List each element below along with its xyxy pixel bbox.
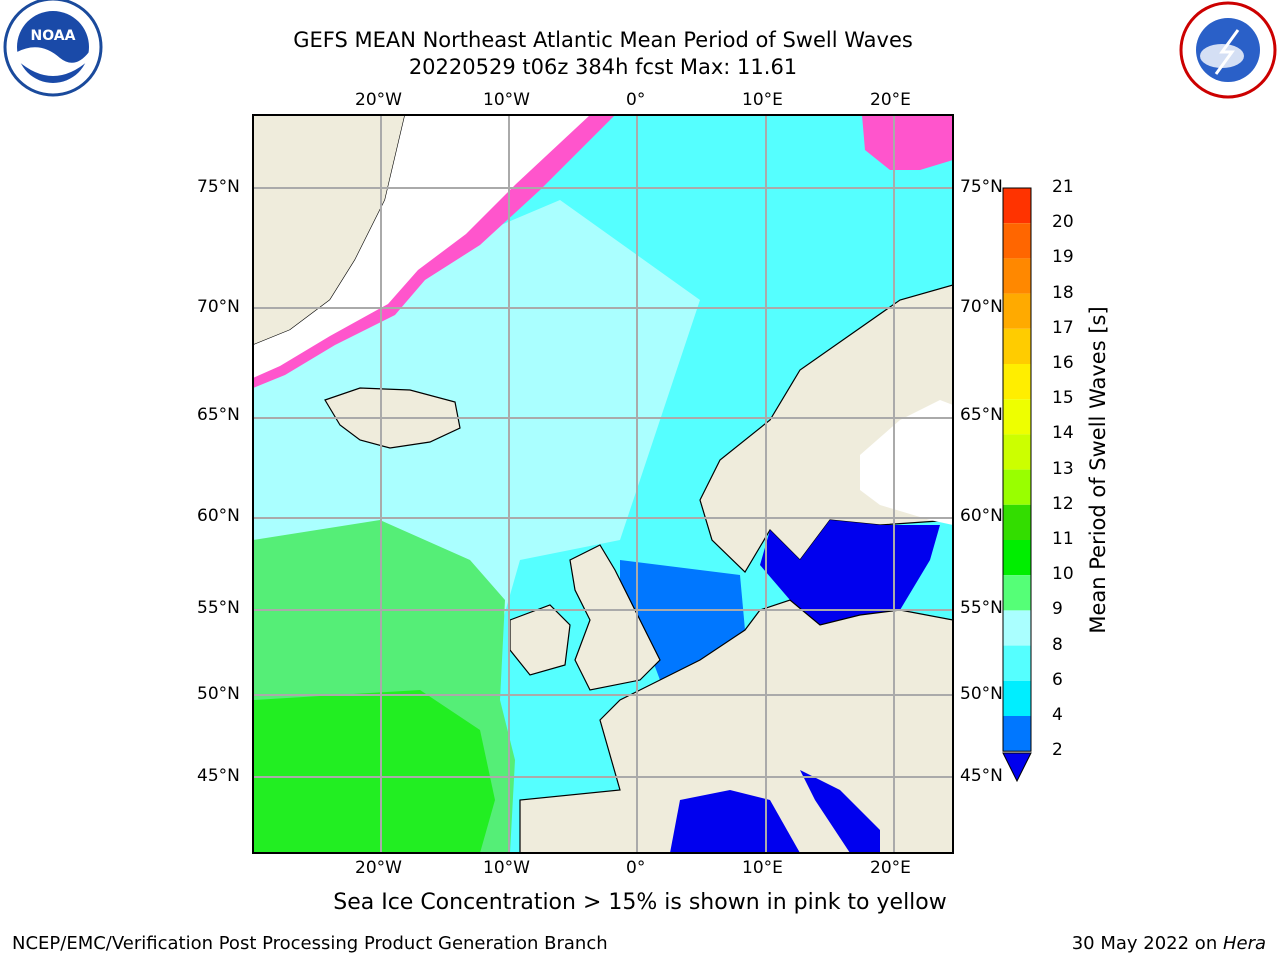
colorbar-tick-label: 4 — [1052, 705, 1063, 725]
colorbar-tick-label: 21 — [1052, 177, 1074, 197]
lat-label-right: 75°N — [960, 177, 1003, 197]
colorbar-box — [1003, 258, 1031, 294]
colorbar-box — [1003, 223, 1031, 259]
colorbar-tick-label: 14 — [1052, 423, 1074, 444]
colorbar-box — [1003, 645, 1031, 681]
lat-label-left: 55°N — [197, 598, 240, 618]
lon-label-top: 10°W — [483, 90, 530, 110]
sea-ice-svalbard — [862, 115, 953, 170]
svg-text:NOAA: NOAA — [31, 28, 76, 44]
lon-label-bottom: 20°W — [355, 858, 402, 878]
colorbar-label: Mean Period of Swell Waves [s] — [1086, 306, 1110, 634]
colorbar-tick-label: 9 — [1052, 599, 1063, 620]
lat-label-right: 55°N — [960, 598, 1003, 618]
sea-ice-footnote: Sea Ice Concentration > 15% is shown in … — [0, 890, 1280, 915]
colorbar-box — [1003, 610, 1031, 646]
nws-logo — [1179, 1, 1277, 99]
colorbar-box — [1003, 540, 1031, 576]
lat-label-right: 70°N — [960, 297, 1003, 317]
lon-label-bottom: 10°W — [483, 858, 530, 878]
lat-label-left: 50°N — [197, 684, 240, 704]
date-label: 30 May 2022 on — [1071, 933, 1223, 954]
colorbar-box — [1003, 188, 1031, 224]
lon-label-bottom: 0° — [626, 858, 646, 878]
no-data-area — [253, 115, 590, 380]
lon-label-top: 10°E — [742, 90, 783, 110]
map-panel — [252, 114, 954, 854]
colorbar-border — [1002, 187, 1032, 752]
lat-label-left: 45°N — [197, 766, 240, 786]
colorbar-extend-arrow — [1002, 752, 1032, 783]
lon-label-bottom: 10°E — [742, 858, 783, 878]
colorbar-tick-label: 17 — [1052, 317, 1074, 338]
lat-label-right: 45°N — [960, 766, 1003, 786]
lat-label-left: 75°N — [197, 177, 240, 197]
colorbar-box — [1003, 716, 1031, 752]
ocean-period-10-11 — [253, 690, 495, 853]
colorbar-tick-label: 15 — [1052, 388, 1074, 409]
lon-label-bottom: 20°E — [870, 858, 911, 878]
lat-label-right: 65°N — [960, 405, 1003, 425]
colorbar-tick-label: 12 — [1052, 493, 1074, 514]
colorbar-box — [1003, 364, 1031, 400]
europe-land — [519, 599, 953, 853]
colorbar-box — [1003, 328, 1031, 364]
date-text: 30 May 2022 on Hera — [1072, 933, 1266, 954]
finland-no-data — [860, 400, 953, 525]
colorbar-box — [1003, 575, 1031, 611]
colorbar-tick-label: 10 — [1052, 564, 1074, 585]
colorbar-box — [1003, 680, 1031, 716]
footnote-text: Sea Ice Concentration > 15% is shown in … — [333, 890, 947, 915]
adriatic-short-period — [800, 770, 880, 853]
colorbar-tick-label: 20 — [1052, 212, 1074, 233]
credit-text: NCEP/EMC/Verification Post Processing Pr… — [12, 933, 608, 954]
colorbar-tick-label: 19 — [1052, 247, 1074, 268]
noaa-logo: NOAA — [3, 0, 103, 97]
graticule — [253, 115, 953, 853]
colorbar-box — [1003, 469, 1031, 505]
colorbar-tick-label: 16 — [1052, 353, 1074, 373]
colorbar-tick-label: 2 — [1052, 740, 1063, 761]
colorbar-tick-label: 18 — [1052, 282, 1074, 303]
map-frame — [252, 114, 954, 854]
title-line-2: 20220529 t06z 384h fcst Max: 11.61 — [408, 55, 798, 79]
lat-label-left: 65°N — [197, 405, 240, 425]
colorbar-box — [1003, 293, 1031, 329]
host-name: Hera — [1222, 933, 1266, 954]
colorbar — [1002, 187, 1032, 783]
colorbar-tick-label: 13 — [1052, 458, 1074, 479]
lat-label-right: 60°N — [960, 506, 1003, 526]
colorbar-tick-label: 6 — [1052, 669, 1063, 690]
lat-label-left: 60°N — [197, 506, 240, 526]
lon-label-top: 0° — [626, 90, 646, 110]
colorbar-box — [1003, 399, 1031, 435]
sea-ice-edge — [253, 115, 615, 388]
colorbar-tick-label: 8 — [1052, 634, 1063, 655]
colorbar-box — [1003, 434, 1031, 470]
colorbar-box — [1003, 504, 1031, 540]
colorbar-tick-label: 11 — [1052, 529, 1074, 549]
mediterranean-short-period — [670, 790, 800, 853]
lon-label-top: 20°E — [870, 90, 911, 110]
lon-label-top: 20°W — [355, 90, 402, 110]
lat-label-left: 70°N — [197, 297, 240, 317]
lat-label-right: 50°N — [960, 684, 1003, 704]
title-line-1: GEFS MEAN Northeast Atlantic Mean Period… — [293, 28, 913, 52]
